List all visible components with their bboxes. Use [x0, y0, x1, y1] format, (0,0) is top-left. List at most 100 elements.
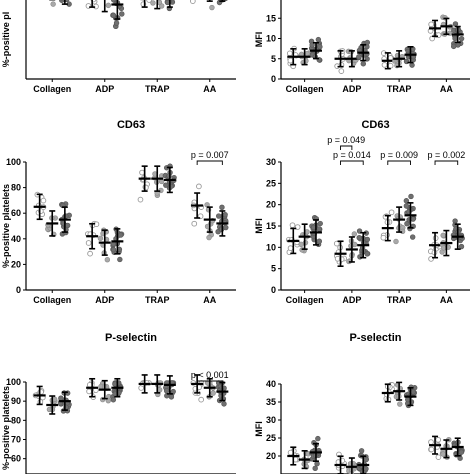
data-point	[198, 396, 205, 403]
data-point	[410, 216, 416, 222]
data-point	[189, 0, 196, 5]
x-tick-label: Collagen	[286, 295, 324, 305]
x-tick-label: AA	[440, 295, 453, 305]
panel-title: P-selectin	[105, 332, 157, 344]
y-axis-label: MFI	[254, 218, 264, 234]
chart-panel-4: P-selectin %-positive platelets 60 70 80 90 10…	[1, 332, 236, 474]
data-point	[441, 245, 447, 251]
significance-bracket	[196, 160, 223, 165]
data-point	[381, 62, 388, 68]
x-tick-label: ADP	[342, 295, 361, 305]
data-point	[312, 465, 318, 472]
data-point	[458, 243, 465, 250]
data-point	[338, 68, 345, 74]
data-point	[58, 395, 64, 401]
data-point	[364, 39, 371, 46]
significance-label: p = 0.049	[327, 135, 365, 145]
significance-label: p = 0.009	[380, 150, 418, 160]
data-point	[364, 236, 371, 243]
y-tick-label: 20	[266, 451, 276, 461]
data-point	[428, 446, 435, 453]
data-point	[209, 4, 215, 11]
data-point	[302, 239, 309, 246]
panel-title: CD63	[361, 119, 389, 131]
y-tick-label: 30	[266, 157, 276, 167]
data-point	[119, 11, 125, 17]
data-point	[110, 12, 117, 18]
data-point	[286, 50, 293, 57]
data-point	[218, 226, 225, 233]
significance-bracket	[387, 160, 411, 165]
data-point	[50, 1, 56, 7]
data-point	[309, 42, 315, 48]
significance-label: p = 0.002	[427, 150, 465, 160]
significance-bracket	[434, 160, 459, 165]
x-tick-label: TRAP	[145, 295, 170, 305]
data-point	[440, 232, 446, 239]
data-point	[315, 36, 322, 43]
data-point	[104, 256, 111, 263]
y-tick-label: 0	[16, 285, 21, 295]
data-point	[360, 61, 367, 67]
x-tick-label: ADP	[95, 295, 114, 305]
data-point	[112, 381, 118, 387]
data-point	[452, 21, 459, 27]
data-point	[450, 43, 457, 50]
x-tick-label: AA	[203, 295, 216, 305]
x-tick-label: ADP	[95, 84, 114, 94]
significance-bracket	[196, 380, 223, 385]
y-axis-label: MFI	[254, 421, 264, 437]
data-point	[388, 209, 395, 216]
data-point	[206, 234, 212, 241]
y-tick-label: 80	[11, 415, 21, 425]
y-tick-label: 0	[271, 285, 276, 295]
data-point	[150, 0, 156, 6]
x-tick-label: Collagen	[33, 295, 71, 305]
data-point	[380, 234, 387, 241]
x-tick-label: TRAP	[387, 295, 412, 305]
data-point	[409, 234, 416, 240]
y-tick-label: 70	[11, 435, 21, 445]
data-point	[405, 396, 411, 403]
data-point	[170, 388, 176, 395]
y-tick-label: 90	[11, 396, 21, 406]
chart-panel-3: CD63 MFI 0 5 10 15 20 25 30 Collagen ADP TRAP AA p = …	[254, 119, 470, 305]
data-point	[356, 235, 362, 241]
data-point	[85, 240, 92, 246]
data-point	[387, 62, 394, 69]
chart-panel-5: P-selectin MFI 20 25 30 35 40	[254, 332, 470, 474]
data-point	[317, 44, 323, 50]
data-point	[110, 397, 117, 403]
y-axis-label: MFI	[254, 32, 264, 48]
x-tick-label: Collagen	[33, 84, 71, 94]
y-tick-label: 20	[266, 200, 276, 210]
data-point	[40, 197, 47, 204]
data-point	[222, 211, 228, 218]
y-tick-label: 60	[11, 454, 21, 464]
data-point	[168, 394, 175, 400]
data-point	[110, 246, 117, 253]
data-point	[363, 466, 369, 472]
data-point	[316, 238, 323, 244]
x-tick-label: ADP	[342, 84, 361, 94]
chart-panel-1: MFI 0 5 10 15 Collagen ADP TRAP AA	[254, 0, 470, 94]
y-tick-label: 5	[271, 54, 276, 64]
y-tick-label: 40	[266, 379, 276, 389]
significance-bracket	[340, 145, 353, 150]
data-point	[196, 183, 202, 190]
data-point	[403, 203, 410, 209]
data-point	[287, 449, 294, 456]
y-tick-label: 10	[266, 242, 276, 252]
data-point	[105, 2, 112, 9]
data-point	[364, 251, 370, 257]
data-point	[97, 235, 104, 242]
data-point	[435, 454, 442, 461]
data-point	[397, 401, 403, 407]
y-tick-label: 80	[11, 183, 21, 193]
significance-label: p = 0.014	[333, 150, 371, 160]
y-tick-label: 20	[11, 259, 21, 269]
data-point	[409, 62, 415, 68]
data-point	[191, 220, 198, 227]
x-tick-label: AA	[440, 84, 453, 94]
data-point	[117, 256, 123, 263]
